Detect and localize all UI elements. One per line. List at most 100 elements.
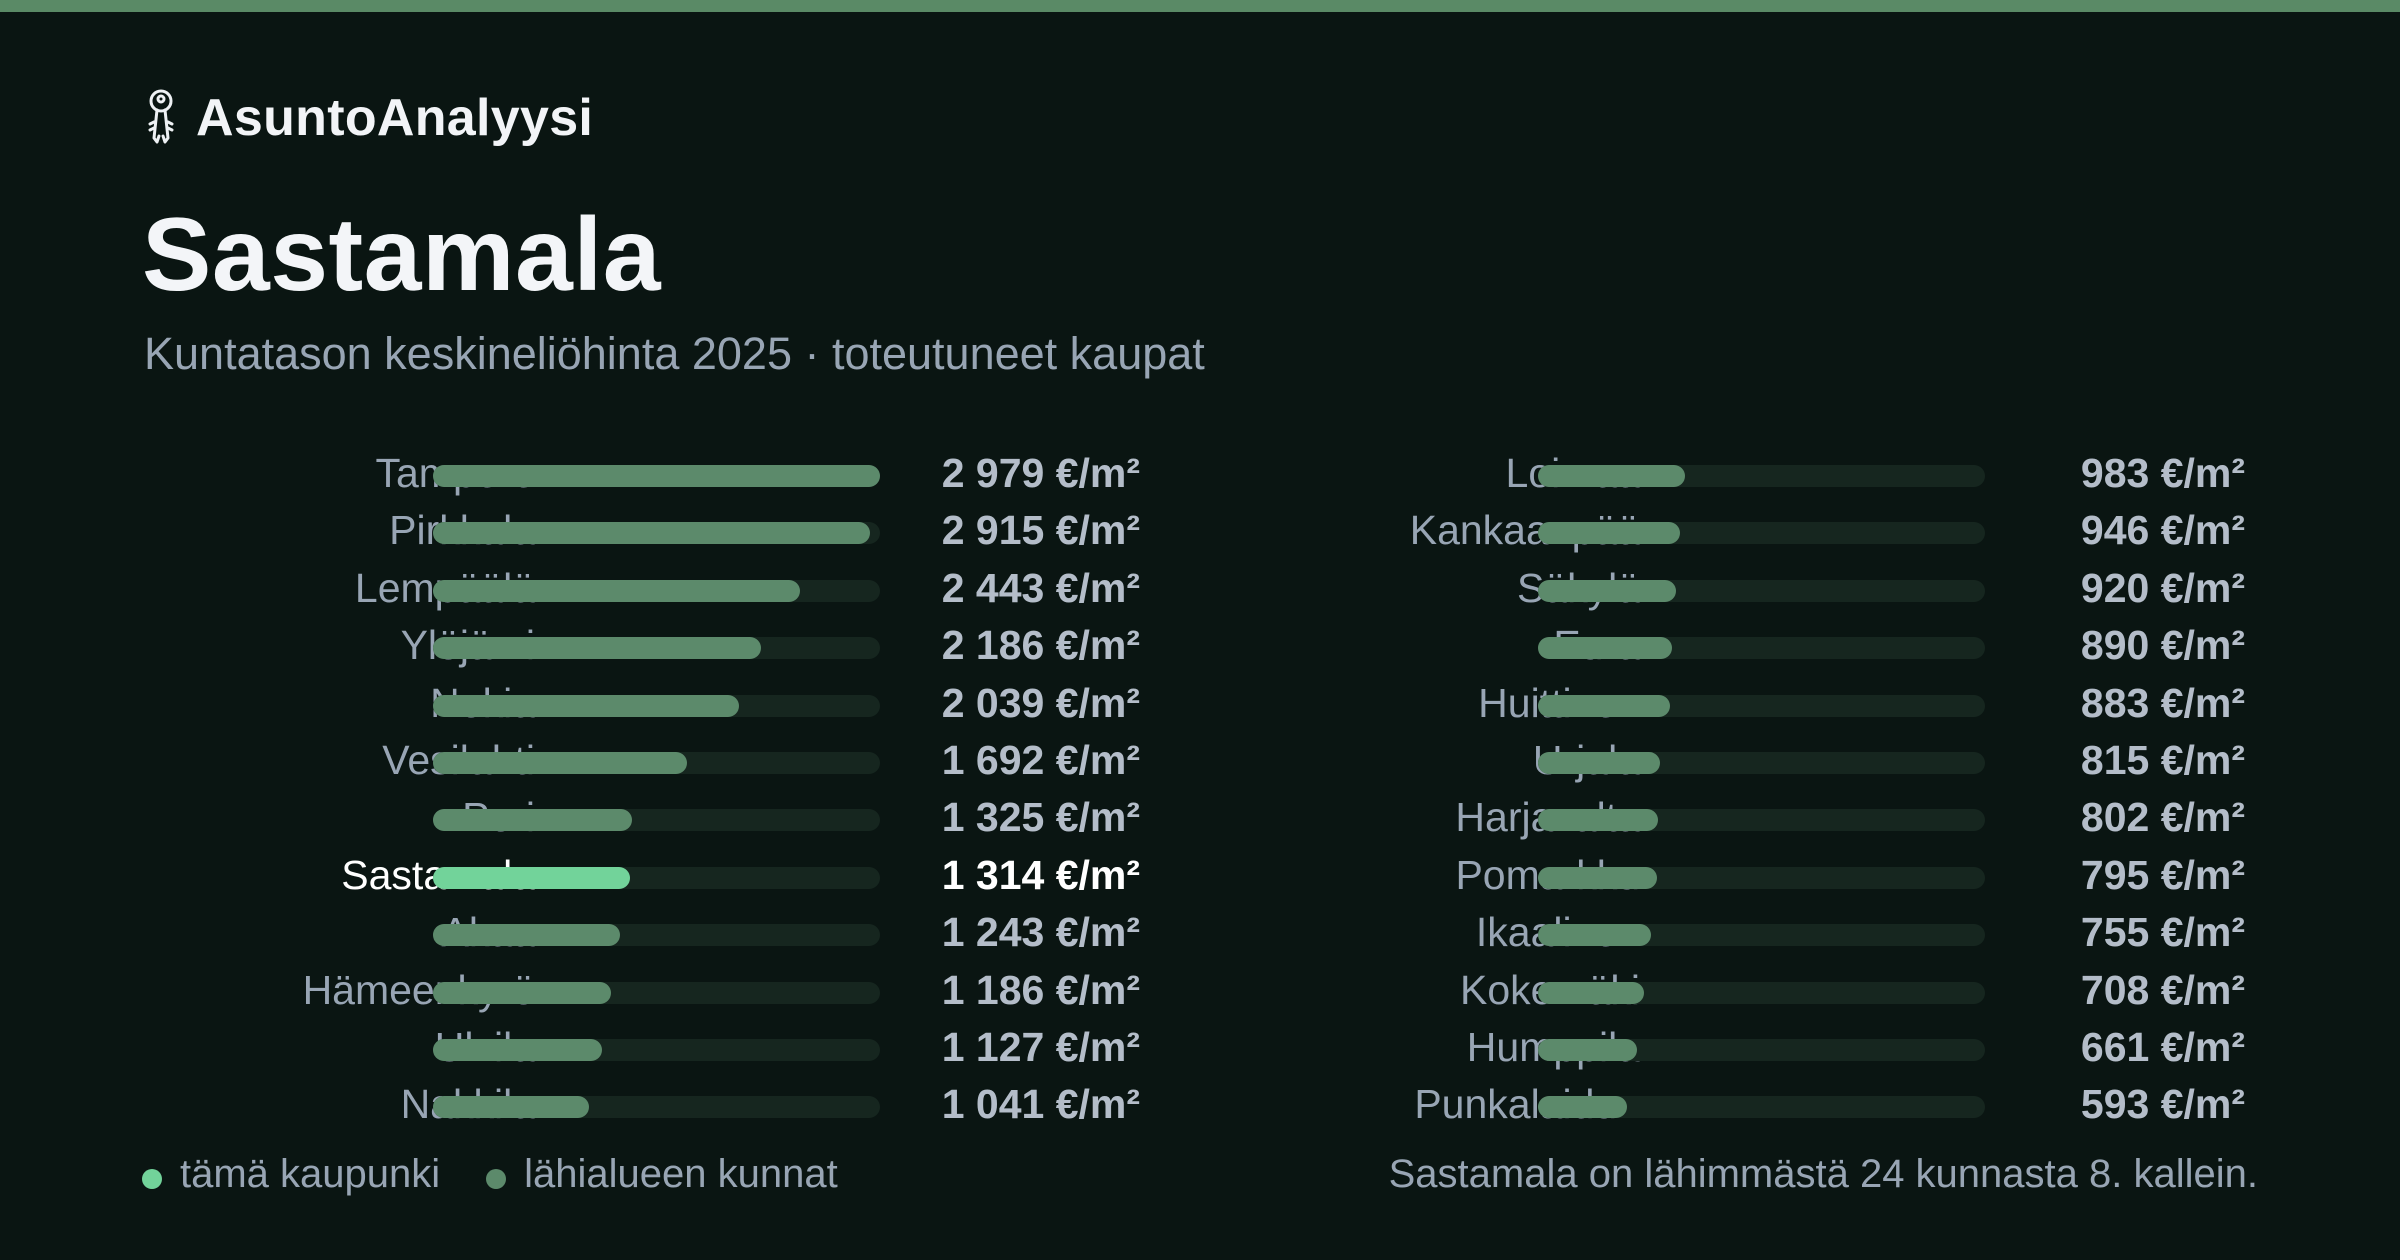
bar-row: Sastamala1 314 €/m² [130,852,1140,898]
bar [433,637,761,659]
bar [1538,924,1651,946]
bar [1538,1096,1627,1118]
bar-row: Pirkkala2 915 €/m² [130,507,1140,553]
bar-track [433,752,880,774]
bar [433,580,800,602]
bar-track [1538,867,1985,889]
bar-value-label: 593 €/m² [2080,1081,2245,1127]
chart-legend: tämä kaupunki lähialueen kunnat [142,1152,884,1197]
bar [433,1039,602,1061]
bar-track [1538,465,1985,487]
bar-row: Pomarkku795 €/m² [1235,852,2245,898]
bar-track [433,924,880,946]
bar [433,982,611,1004]
bar-track [1538,924,1985,946]
bar [433,522,870,544]
bar-value-label: 920 €/m² [2080,565,2245,611]
bar [433,695,739,717]
page-title: Sastamala [142,197,662,313]
bar-row: Lempäälä2 443 €/m² [130,565,1140,611]
bar-track [1538,1039,1985,1061]
bar-row: Akaa1 243 €/m² [130,909,1140,955]
bar-row: Urjala815 €/m² [1235,737,2245,783]
bar [433,1096,589,1118]
bar [1538,867,1657,889]
bar-track [433,695,880,717]
bar-row: Tampere2 979 €/m² [130,450,1140,496]
bar-track [1538,580,1985,602]
bar-value-label: 1 243 €/m² [941,909,1140,955]
legend-label: lähialueen kunnat [524,1152,838,1196]
bar-track [433,580,880,602]
bar-value-label: 1 692 €/m² [941,737,1140,783]
bar-row: Humppila661 €/m² [1235,1024,2245,1070]
bar-row: Ulvila1 127 €/m² [130,1024,1140,1070]
bar-row: Vesilahti1 692 €/m² [130,737,1140,783]
bar-track [1538,695,1985,717]
bar-track [1538,752,1985,774]
bar-value-label: 755 €/m² [2080,909,2245,955]
bar-value-label: 2 039 €/m² [941,680,1140,726]
bar-track [433,522,880,544]
bar-value-label: 2 443 €/m² [941,565,1140,611]
bar [1538,637,1672,659]
bar [433,867,630,889]
bar [1538,522,1680,544]
page-subtitle: Kuntatason keskineliöhinta 2025 · toteut… [144,328,1205,379]
bar [1538,982,1644,1004]
bar-row: Ylöjärvi2 186 €/m² [130,622,1140,668]
accent-stripe [0,0,2400,12]
bar [433,465,880,487]
footnote: Sastamala on lähimmästä 24 kunnasta 8. k… [1388,1152,2258,1196]
bar-value-label: 2 915 €/m² [941,507,1140,553]
bar-row: Hämeenkyrö 1 186 €/m² [130,967,1140,1013]
bar-row: Kankaanpää 946 €/m² [1235,507,2245,553]
bar-value-label: 883 €/m² [2080,680,2245,726]
bar-row: Harjavalta802 €/m² [1235,794,2245,840]
bar-value-label: 661 €/m² [2080,1024,2245,1070]
bar-track [433,637,880,659]
legend-dot-icon [142,1168,162,1189]
bar-row: Punkalaidun 593 €/m² [1235,1081,2245,1127]
bar-row: Ikaalinen755 €/m² [1235,909,2245,955]
bar-track [433,465,880,487]
legend-label: tämä kaupunki [180,1152,441,1196]
bar-value-label: 1 041 €/m² [941,1081,1140,1127]
bar-track [433,982,880,1004]
bar-value-label: 708 €/m² [2080,967,2245,1013]
bar-value-label: 1 314 €/m² [941,852,1140,898]
brand: AsuntoAnalyysi [142,88,593,148]
legend-item: tämä kaupunki [142,1152,440,1197]
bar [1538,580,1676,602]
bar-row: Nokia2 039 €/m² [130,680,1140,726]
bar-row: Säkylä920 €/m² [1235,565,2245,611]
bar-track [1538,637,1985,659]
brand-name: AsuntoAnalyysi [196,89,594,147]
bar [433,924,620,946]
bar-value-label: 795 €/m² [2080,852,2245,898]
bar [1538,809,1658,831]
bar-value-label: 802 €/m² [2080,794,2245,840]
bar-value-label: 946 €/m² [2080,507,2245,553]
bar-value-label: 1 127 €/m² [941,1024,1140,1070]
bar [1538,752,1660,774]
bar-value-label: 2 979 €/m² [941,450,1140,496]
bar-track [1538,809,1985,831]
bar [433,809,632,831]
bar [433,752,687,774]
bar-row: Eura890 €/m² [1235,622,2245,668]
bar-track [1538,522,1985,544]
bar-track [433,809,880,831]
bar-value-label: 890 €/m² [2080,622,2245,668]
chart-column-left: Tampere2 979 €/m² Pirkkala2 915 €/m² Lempä… [130,450,1140,1127]
bar-track [1538,982,1985,1004]
bar-row: Loimaa983 €/m² [1235,450,2245,496]
bar-track [433,1096,880,1118]
bar-value-label: 2 186 €/m² [941,622,1140,668]
keys-icon [148,89,174,144]
bar-value-label: 1 186 €/m² [941,967,1140,1013]
bar-row: Pori1 325 €/m² [130,794,1140,840]
bar-track [433,1039,880,1061]
bar-row: Nakkila1 041 €/m² [130,1081,1140,1127]
